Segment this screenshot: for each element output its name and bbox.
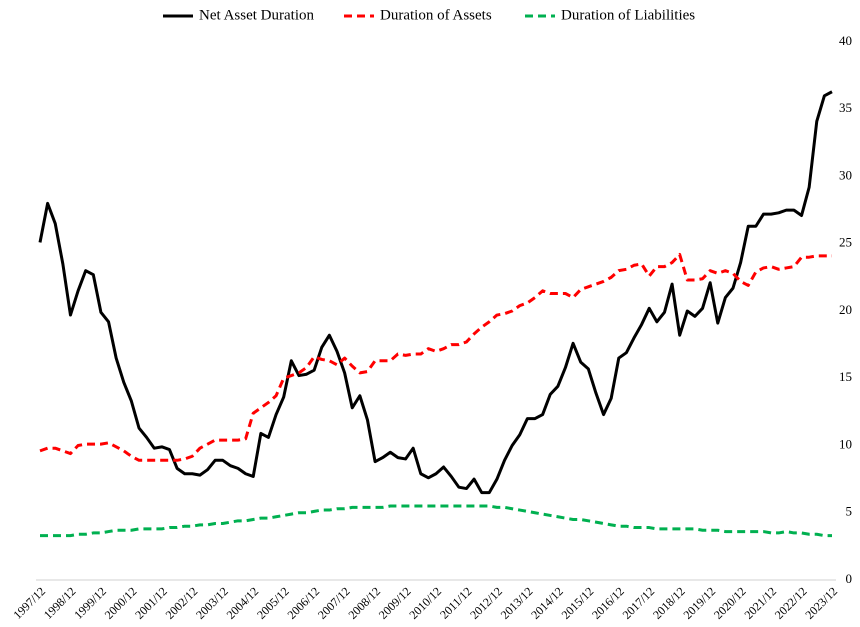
x-tick-label: 2005/12 — [254, 584, 292, 622]
x-tick-label: 2019/12 — [681, 584, 719, 622]
x-tick-label: 2003/12 — [193, 584, 231, 622]
y-tick-label: 5 — [846, 504, 853, 519]
x-tick-label: 2016/12 — [589, 584, 627, 622]
series-line — [38, 90, 833, 495]
x-tick-label: 2004/12 — [224, 584, 262, 622]
x-tick-label: 2000/12 — [102, 584, 140, 622]
x-tick-label: 2012/12 — [467, 584, 505, 622]
x-tick-label: 1998/12 — [41, 584, 79, 622]
series-line — [39, 253, 832, 462]
x-tick-label: 2006/12 — [284, 584, 322, 622]
x-tick-label: 2015/12 — [559, 584, 597, 622]
legend: Net Asset Duration Duration of Assets Dura… — [163, 7, 695, 23]
x-tick-label: 2018/12 — [650, 584, 688, 622]
x-tick-label: 2013/12 — [498, 584, 536, 622]
x-tick-label: 2023/12 — [802, 584, 840, 622]
x-tick-label: 2011/12 — [437, 584, 474, 621]
x-tick-label: 2007/12 — [315, 584, 353, 622]
y-tick-label: 35 — [839, 100, 852, 115]
x-tick-label: 1999/12 — [71, 584, 109, 622]
y-tick-label: 20 — [839, 302, 852, 317]
x-tick-label: 2001/12 — [132, 584, 170, 622]
y-tick-label: 25 — [839, 235, 852, 250]
x-tick-label: 2021/12 — [741, 584, 779, 622]
legend-label: Net Asset Duration — [199, 7, 314, 23]
series-line — [40, 504, 832, 538]
legend-label: Duration of Liabilities — [561, 7, 695, 23]
y-tick-label: 10 — [839, 436, 852, 451]
x-tick-label: 1997/12 — [10, 584, 48, 622]
x-tick-label: 2022/12 — [772, 584, 810, 622]
x-tick-label: 2002/12 — [163, 584, 201, 622]
x-tick-label: 2017/12 — [620, 584, 658, 622]
x-tick-label: 2010/12 — [406, 584, 444, 622]
y-tick-label: 30 — [839, 167, 852, 182]
x-tick-label: 2008/12 — [345, 584, 383, 622]
y-tick-label: 15 — [839, 369, 852, 384]
y-tick-label: 0 — [846, 571, 853, 586]
legend-label: Duration of Assets — [380, 7, 492, 23]
x-tick-label: 2014/12 — [528, 584, 566, 622]
y-tick-label: 40 — [839, 33, 852, 48]
x-tick-label: 2009/12 — [376, 584, 414, 622]
x-tick-label: 2020/12 — [711, 584, 749, 622]
